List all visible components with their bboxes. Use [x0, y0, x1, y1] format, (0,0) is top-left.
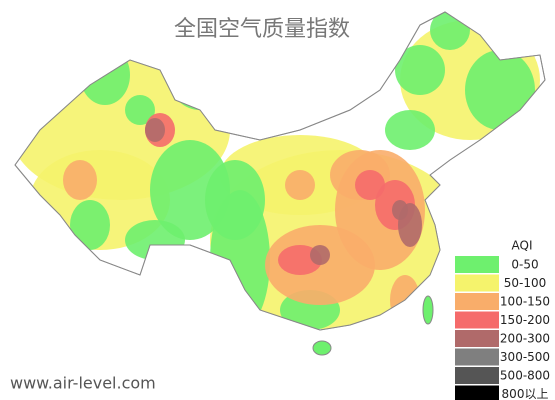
- legend-title: AQI: [512, 239, 533, 253]
- legend-label: 50-100: [504, 276, 547, 290]
- aqi-area: [430, 12, 470, 50]
- map-title: 全国空气质量指数: [174, 17, 350, 42]
- legend-swatch: [455, 367, 499, 384]
- legend-swatch: [455, 311, 499, 329]
- aqi-area: [70, 200, 110, 250]
- aqi-area: [355, 170, 385, 200]
- legend-swatch: [455, 330, 499, 347]
- aqi-area: [310, 245, 330, 265]
- aqi-area: [385, 110, 435, 150]
- footer-url: www.air-level.com: [10, 374, 156, 393]
- legend: 0-50 50-100 100-150 150-200 200-300 300-500 50…: [455, 256, 550, 400]
- aqi-area: [80, 45, 130, 105]
- hainan: [312, 340, 332, 356]
- legend-label: 0-50: [511, 258, 538, 272]
- aqi-area: [170, 50, 230, 110]
- legend-swatch: [455, 293, 499, 310]
- legend-label: 800以上: [502, 387, 549, 400]
- legend-label: 200-300: [500, 332, 550, 346]
- aqi-area: [63, 160, 97, 200]
- aqi-area: [285, 170, 315, 200]
- country-border: [14, 11, 546, 331]
- taiwan: [422, 295, 434, 325]
- aqi-area: [395, 45, 445, 95]
- legend-swatch: [455, 274, 499, 292]
- aqi-area: [465, 50, 535, 130]
- aqi-area: [145, 118, 165, 142]
- islands: [312, 295, 434, 356]
- legend-label: 300-500: [500, 350, 550, 364]
- legend-label: 100-150: [500, 295, 550, 309]
- legend-label: 150-200: [500, 313, 550, 327]
- aqi-area: [392, 200, 408, 220]
- aqi-area: [205, 160, 265, 240]
- legend-swatch: [455, 348, 499, 366]
- aqi-area: [125, 95, 155, 125]
- legend-swatch: [455, 256, 499, 273]
- legend-label: 500-800: [500, 369, 550, 383]
- legend-swatch: [455, 385, 499, 400]
- aqi-area: [125, 220, 185, 260]
